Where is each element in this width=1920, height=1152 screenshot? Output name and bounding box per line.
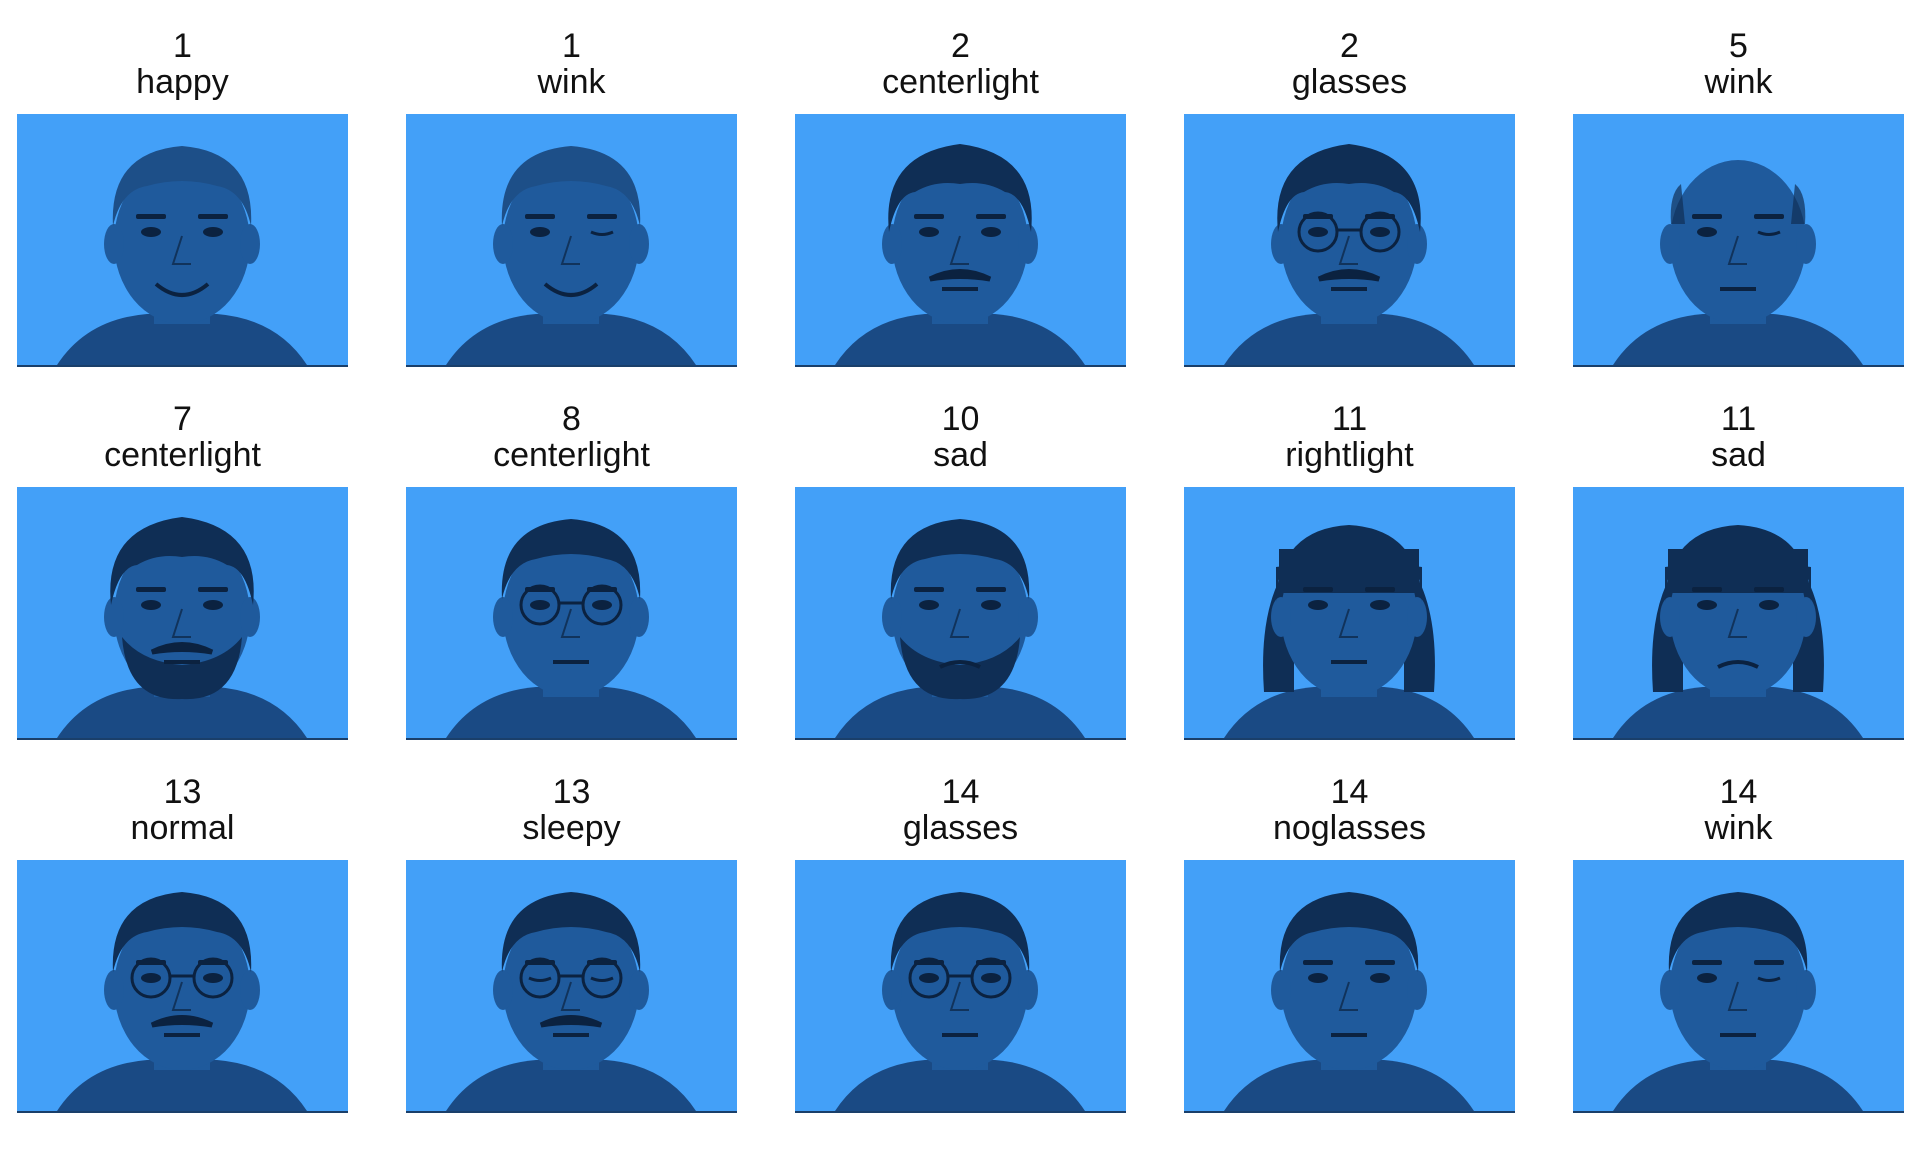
face-cell: 14 wink: [1573, 774, 1904, 1114]
face-cell: 1 wink: [406, 28, 737, 368]
subject-label: 14: [1330, 773, 1369, 811]
face-image: [835, 144, 1085, 365]
subject-label: 2: [951, 27, 970, 65]
subject-label: 7: [173, 400, 192, 438]
face-photo: [406, 114, 737, 367]
subject-label: 13: [552, 773, 591, 811]
face-cell: 11 sad: [1573, 401, 1904, 741]
expression-label: rightlight: [1285, 436, 1414, 474]
face-cell: 2 glasses: [1184, 28, 1515, 368]
face-cell: 11 rightlight: [1184, 401, 1515, 741]
expression-label: sad: [1711, 436, 1766, 474]
subject-label: 2: [1340, 27, 1359, 65]
face-image: [446, 892, 696, 1111]
expression-label: wink: [1704, 63, 1773, 101]
face-cell: 2 centerlight: [795, 28, 1126, 368]
face-image: [835, 519, 1085, 738]
expression-label: noglasses: [1272, 809, 1427, 847]
face-photo: [1573, 487, 1904, 740]
expression-label: happy: [136, 63, 229, 101]
face-image: [57, 892, 307, 1111]
expression-label: wink: [1704, 809, 1773, 847]
subject-label: 13: [163, 773, 202, 811]
subject-label: 11: [1331, 400, 1368, 438]
face-image: [446, 519, 696, 738]
face-cell: 14 noglasses: [1184, 774, 1515, 1114]
face-image: [1613, 525, 1863, 738]
face-photo: [795, 487, 1126, 740]
face-photo: [1184, 114, 1515, 367]
face-photo: [1573, 860, 1904, 1113]
face-cell: 1 happy: [17, 28, 348, 368]
face-photo: [17, 860, 348, 1113]
face-image: [57, 517, 307, 738]
expression-label: centerlight: [493, 436, 650, 474]
face-cell: 5 wink: [1573, 28, 1904, 368]
face-cell: 7 centerlight: [17, 401, 348, 741]
subject-label: 8: [562, 400, 581, 438]
face-photo: [406, 487, 737, 740]
face-photo: [795, 860, 1126, 1113]
expression-label: normal: [130, 809, 235, 847]
face-photo: [795, 114, 1126, 367]
face-photo: [17, 487, 348, 740]
face-image: [1224, 525, 1474, 738]
face-image: [57, 146, 307, 365]
face-image: [1613, 160, 1863, 365]
face-photo: [17, 114, 348, 367]
subject-label: 1: [173, 27, 192, 65]
face-photo: [1184, 487, 1515, 740]
subject-label: 1: [562, 27, 581, 65]
subject-label: 14: [1719, 773, 1758, 811]
face-cell: 8 centerlight: [406, 401, 737, 741]
face-cell: 13 sleepy: [406, 774, 737, 1114]
expression-label: centerlight: [104, 436, 261, 474]
expression-label: sleepy: [522, 809, 621, 847]
face-image: [835, 892, 1085, 1111]
face-cell: 13 normal: [17, 774, 348, 1114]
expression-label: wink: [537, 63, 606, 101]
face-photo: [406, 860, 737, 1113]
expression-label: glasses: [902, 809, 1019, 847]
face-cell: 14 glasses: [795, 774, 1126, 1114]
face-photo: [1184, 860, 1515, 1113]
expression-label: glasses: [1291, 63, 1408, 101]
expression-label: centerlight: [882, 63, 1039, 101]
subject-label: 14: [941, 773, 980, 811]
face-image: [1613, 892, 1863, 1111]
subject-label: 11: [1720, 400, 1757, 438]
face-image: [1224, 144, 1474, 365]
face-image: [1224, 892, 1474, 1111]
face-photo: [1573, 114, 1904, 367]
subject-label: 5: [1729, 27, 1748, 65]
expression-label: sad: [933, 436, 988, 474]
face-cell: 10 sad: [795, 401, 1126, 741]
subject-label: 10: [941, 400, 980, 438]
face-image: [446, 146, 696, 365]
